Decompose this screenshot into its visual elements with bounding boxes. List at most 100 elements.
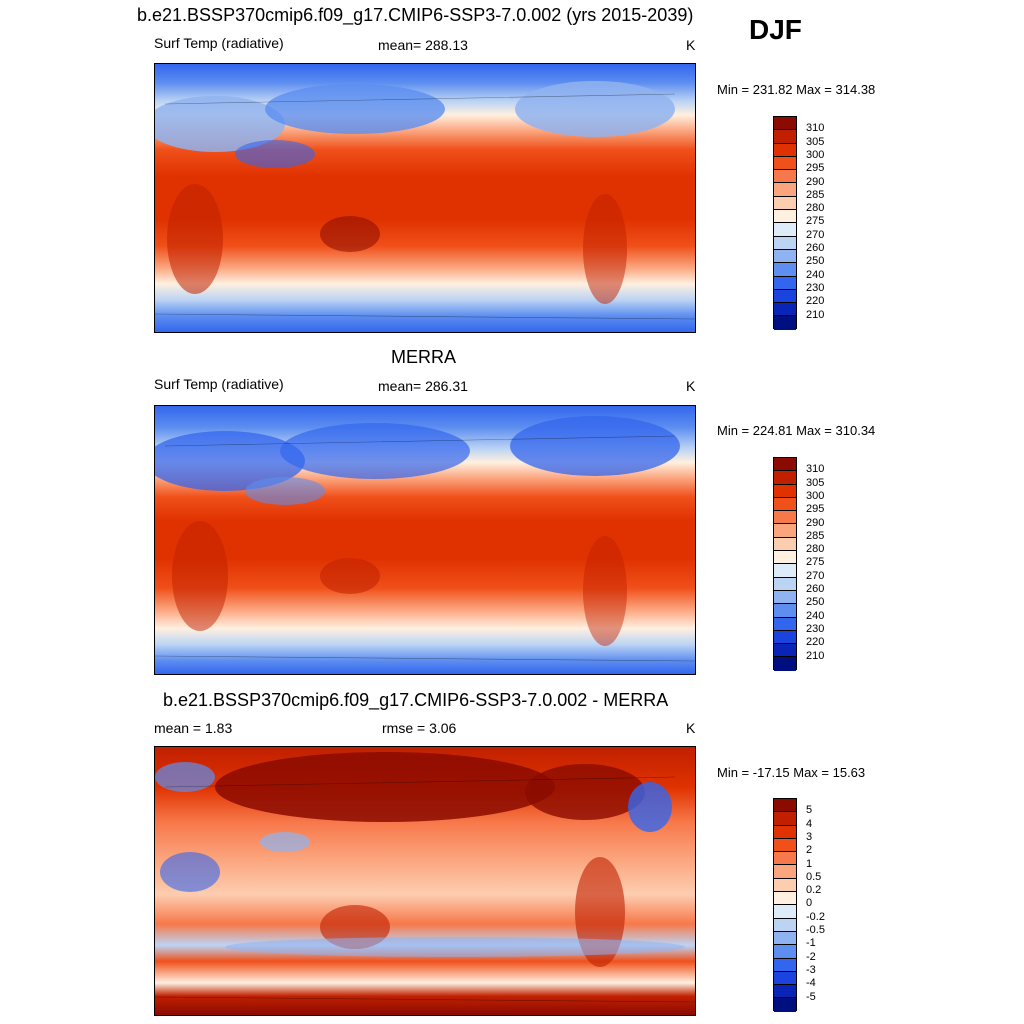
colorbar-swatch: [774, 564, 796, 578]
colorbar-tick-label: 220: [806, 636, 825, 649]
colorbar-swatch: [774, 825, 796, 839]
panel3-rmse-label: rmse = 3.06: [382, 720, 457, 736]
colorbar-swatch: [774, 511, 796, 525]
colorbar-swatch: [774, 289, 796, 304]
colorbar-swatch: [774, 812, 796, 826]
colorbar-swatch: [774, 170, 796, 184]
panel3-minmax: Min = -17.15 Max = 15.63: [717, 765, 866, 780]
colorbar-swatch: [774, 130, 796, 144]
colorbar-tick-label: 210: [806, 649, 825, 662]
colorbar-tick-label: 285: [806, 529, 825, 542]
colorbar-swatch: [774, 905, 796, 919]
panel2-map: [154, 405, 696, 675]
colorbar-tick-label: 2: [806, 844, 813, 857]
colorbar-tick-label: 270: [806, 228, 825, 241]
panel1-title: b.e21.BSSP370cmip6.f09_g17.CMIP6-SSP3-7.…: [137, 5, 694, 25]
colorbar-tick-label: -3: [806, 963, 816, 976]
colorbar-tick-label: 0: [806, 897, 813, 910]
colorbar-tick-label: 230: [806, 281, 825, 294]
colorbar-swatch: [774, 852, 796, 866]
colorbar-swatch: [774, 604, 796, 618]
colorbar-tick-label: 305: [806, 135, 825, 148]
colorbar-swatch: [774, 865, 796, 879]
colorbar-swatch: [774, 998, 796, 1012]
colorbar-tick-label: 5: [806, 804, 813, 817]
colorbar-tick-label: 310: [806, 122, 825, 135]
colorbar-tick-label: -0.2: [806, 910, 825, 923]
colorbar-tick-label: 0.2: [806, 884, 822, 897]
colorbar-swatch: [774, 143, 796, 157]
colorbar-tick-label: 230: [806, 622, 825, 635]
colorbar-swatch: [774, 236, 796, 250]
colorbar-tick-label: 3: [806, 830, 813, 843]
panel1-units-label: K: [686, 37, 696, 53]
colorbar-tick-label: 290: [806, 516, 825, 529]
colorbar-tick-label: 4: [806, 817, 813, 830]
panel1-variable-label: Surf Temp (radiative): [154, 35, 284, 51]
colorbar-swatch: [774, 918, 796, 932]
panel3-title: b.e21.BSSP370cmip6.f09_g17.CMIP6-SSP3-7.…: [163, 690, 669, 710]
colorbar-tick-label: 305: [806, 476, 825, 489]
colorbar-tick-label: 300: [806, 489, 825, 502]
colorbar-tick-label: 275: [806, 556, 825, 569]
colorbar-swatch: [774, 524, 796, 538]
colorbar-swatch: [774, 945, 796, 959]
colorbar-swatch: [774, 630, 796, 645]
colorbar-swatch: [774, 551, 796, 565]
colorbar-swatch: [774, 316, 796, 330]
colorbar-tick-label: 295: [806, 162, 825, 175]
colorbar-tick-label: 210: [806, 308, 825, 321]
panel3-colorbar: [773, 798, 797, 1012]
colorbar-tick-label: 295: [806, 503, 825, 516]
colorbar-swatch: [774, 303, 796, 317]
colorbar-tick-label: 300: [806, 148, 825, 161]
panel2-minmax: Min = 224.81 Max = 310.34: [717, 423, 876, 438]
colorbar-swatch: [774, 117, 796, 131]
colorbar-tick-label: 220: [806, 295, 825, 308]
panel2-colorbar: [773, 457, 797, 671]
colorbar-swatch: [774, 590, 796, 605]
colorbar-swatch: [774, 497, 796, 512]
colorbar-swatch: [774, 276, 796, 290]
colorbar-tick-label: 310: [806, 463, 825, 476]
colorbar-tick-label: 0.5: [806, 870, 822, 883]
colorbar-swatch: [774, 985, 796, 999]
colorbar-tick-label: -0.5: [806, 924, 825, 936]
season-label: DJF: [749, 14, 802, 45]
panel3-mean-label: mean = 1.83: [154, 720, 233, 736]
panel1-colorbar: [773, 116, 797, 330]
colorbar-swatch: [774, 644, 796, 658]
colorbar-swatch: [774, 471, 796, 485]
colorbar-swatch: [774, 263, 796, 277]
panel2-mean-label: mean= 286.31: [378, 378, 468, 394]
colorbar-tick-label: 260: [806, 583, 825, 595]
colorbar-tick-label: -2: [806, 950, 816, 963]
colorbar-tick-label: 1: [806, 857, 813, 870]
panel3-units-label: K: [686, 720, 696, 736]
colorbar-tick-label: 240: [806, 268, 825, 281]
colorbar-tick-label: -1: [806, 937, 816, 950]
colorbar-swatch: [774, 838, 796, 853]
colorbar-swatch: [774, 617, 796, 631]
colorbar-swatch: [774, 458, 796, 472]
colorbar-swatch: [774, 223, 796, 237]
colorbar-swatch: [774, 156, 796, 171]
panel1-minmax: Min = 231.82 Max = 314.38: [717, 82, 876, 97]
colorbar-swatch: [774, 958, 796, 972]
colorbar-swatch: [774, 537, 796, 552]
panel3-map: [154, 746, 696, 1016]
panel1-map: [154, 63, 696, 333]
panel2-title: MERRA: [391, 347, 457, 367]
colorbar-tick-label: 280: [806, 543, 825, 556]
colorbar-tick-label: 270: [806, 569, 825, 582]
colorbar-swatch: [774, 183, 796, 197]
colorbar-tick-label: 280: [806, 202, 825, 215]
colorbar-tick-label: 240: [806, 609, 825, 622]
colorbar-tick-label: -5: [806, 990, 816, 1003]
colorbar-tick-label: 260: [806, 242, 825, 254]
colorbar-swatch: [774, 249, 796, 264]
colorbar-tick-label: 290: [806, 175, 825, 188]
colorbar-swatch: [774, 484, 796, 498]
colorbar-swatch: [774, 799, 796, 813]
colorbar-swatch: [774, 878, 796, 893]
